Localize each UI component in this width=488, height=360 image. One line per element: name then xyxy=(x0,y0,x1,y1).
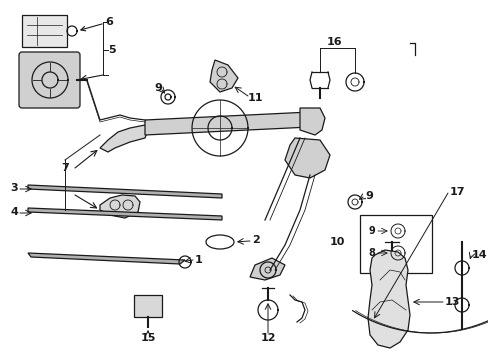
Polygon shape xyxy=(28,185,222,198)
Polygon shape xyxy=(100,125,148,152)
Polygon shape xyxy=(299,108,325,135)
Polygon shape xyxy=(209,60,238,92)
Ellipse shape xyxy=(205,235,234,249)
Text: 2: 2 xyxy=(251,235,259,245)
Text: 3: 3 xyxy=(10,183,18,193)
Text: 16: 16 xyxy=(326,37,342,47)
Text: 1: 1 xyxy=(195,255,203,265)
Text: 7: 7 xyxy=(61,163,69,173)
Text: 6: 6 xyxy=(81,17,113,31)
Polygon shape xyxy=(28,253,184,264)
FancyBboxPatch shape xyxy=(19,52,80,108)
Text: 9: 9 xyxy=(154,83,162,93)
Text: 12: 12 xyxy=(260,333,275,343)
Text: 9: 9 xyxy=(364,191,372,201)
Text: 10: 10 xyxy=(329,237,345,247)
Polygon shape xyxy=(28,208,222,220)
Text: 4: 4 xyxy=(10,207,18,217)
Text: 13: 13 xyxy=(444,297,459,307)
Text: 14: 14 xyxy=(471,250,487,260)
Polygon shape xyxy=(367,250,409,348)
Polygon shape xyxy=(249,258,285,280)
FancyBboxPatch shape xyxy=(359,215,431,273)
Text: 17: 17 xyxy=(449,187,465,197)
Text: 11: 11 xyxy=(247,93,263,103)
Text: 9: 9 xyxy=(368,226,375,236)
Text: 5: 5 xyxy=(108,45,115,55)
Polygon shape xyxy=(285,138,329,178)
FancyBboxPatch shape xyxy=(134,295,162,317)
FancyBboxPatch shape xyxy=(22,15,67,47)
Polygon shape xyxy=(145,112,309,135)
Text: 8: 8 xyxy=(368,248,375,258)
Polygon shape xyxy=(100,195,140,218)
Text: 15: 15 xyxy=(140,333,155,343)
